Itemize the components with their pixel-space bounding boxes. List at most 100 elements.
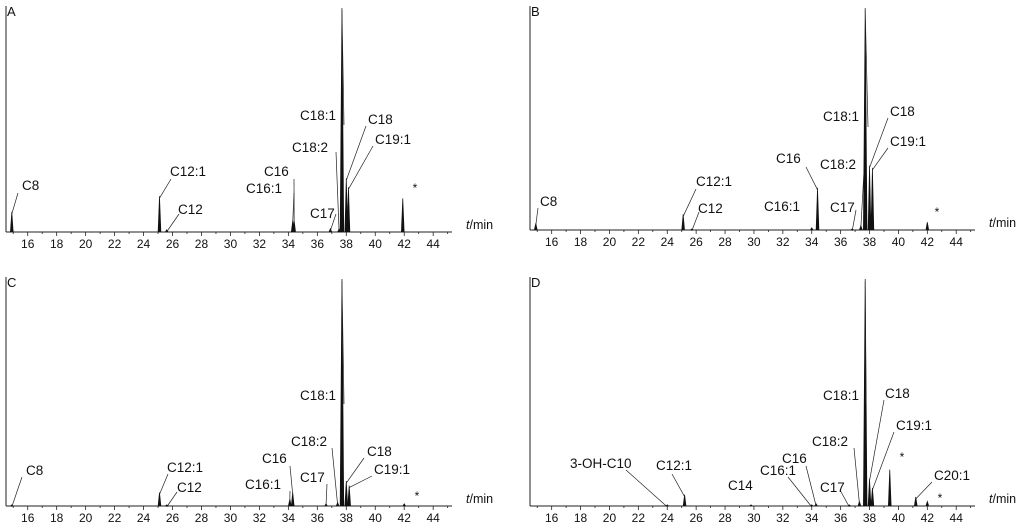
- x-tick-label: 42: [398, 511, 412, 525]
- peak-label: C18:1: [823, 388, 859, 403]
- peak-leader-line: [626, 470, 667, 507]
- x-tick-label: 26: [689, 511, 703, 525]
- peak-label: C19:1: [890, 134, 926, 149]
- x-tick-label: 42: [398, 237, 412, 251]
- peak-label: C8: [22, 178, 39, 193]
- x-tick-label: 18: [574, 235, 588, 249]
- peak-label: C18: [890, 104, 915, 119]
- panel-letter: D: [531, 275, 540, 290]
- x-tick-label: 38: [863, 511, 877, 525]
- x-tick-label: 32: [253, 511, 267, 525]
- peak-label: C18:2: [812, 434, 848, 449]
- peak-label: C12:1: [696, 174, 732, 189]
- panel-letter: C: [7, 275, 16, 290]
- x-tick-label: 40: [369, 237, 383, 251]
- peak-leader-line: [346, 126, 366, 180]
- chromatogram-peak: [10, 212, 13, 232]
- x-axis-unit-label: t/min: [989, 492, 1016, 506]
- peak-label: C12:1: [656, 458, 692, 473]
- peak-leader-line: [872, 432, 894, 490]
- peak-asterisk-marker: *: [900, 450, 905, 464]
- chromatogram-peak: [926, 222, 929, 230]
- chromatogram-peak: [810, 228, 813, 230]
- chromatogram-peak: [863, 8, 867, 230]
- x-tick-label: 30: [224, 237, 238, 251]
- x-tick-label: 34: [282, 511, 296, 525]
- peak-asterisk-marker: *: [415, 489, 420, 503]
- peak-label: C12: [178, 202, 203, 217]
- x-tick-label: 30: [747, 511, 761, 525]
- peak-label: C12: [698, 201, 723, 216]
- x-tick-label: 34: [805, 235, 819, 249]
- peak-label: C16:1: [246, 181, 282, 196]
- chromatogram-peak: [340, 8, 344, 232]
- x-tick-label: 18: [50, 237, 64, 251]
- peak-label: C8: [26, 463, 43, 478]
- x-tick-label: 20: [603, 511, 617, 525]
- peak-label: C8: [540, 194, 557, 209]
- peak-label: C18:1: [300, 388, 336, 403]
- peak-label: C18: [368, 112, 393, 127]
- x-tick-label: 20: [79, 237, 93, 251]
- x-axis-unit-label: t/min: [466, 492, 493, 506]
- peak-leader-line: [806, 466, 816, 506]
- peak-leader-line: [536, 208, 538, 225]
- peak-label: C16: [262, 451, 287, 466]
- peak-label: C17: [310, 206, 335, 221]
- x-tick-label: 44: [426, 511, 440, 525]
- peak-label: C16:1: [764, 199, 800, 214]
- chromatogram-peak: [888, 470, 891, 506]
- chromatogram-peak: [750, 505, 753, 506]
- peak-label: C12:1: [167, 460, 203, 475]
- peak-label: C16:1: [245, 477, 281, 492]
- chromatogram-peak: [868, 479, 871, 506]
- peak-leader-line: [870, 118, 888, 168]
- x-tick-label: 22: [108, 511, 122, 525]
- x-tick-label: 34: [282, 237, 296, 251]
- x-tick-label: 30: [224, 511, 238, 525]
- x-tick-label: 28: [718, 235, 732, 249]
- peak-label: C18:2: [292, 140, 328, 155]
- x-tick-label: 32: [776, 235, 790, 249]
- x-tick-label: 26: [166, 237, 180, 251]
- peak-leader-line: [12, 477, 22, 507]
- peak-leader-line: [348, 146, 373, 189]
- x-tick-label: 38: [863, 235, 877, 249]
- peak-leader-line: [159, 474, 168, 494]
- x-tick-label: 40: [892, 511, 906, 525]
- x-tick-label: 32: [253, 237, 267, 251]
- peak-label: 3-OH-C10: [570, 456, 632, 471]
- peak-label: C18:1: [300, 108, 336, 123]
- x-tick-label: 16: [21, 237, 35, 251]
- x-tick-label: 40: [892, 235, 906, 249]
- x-tick-label: 24: [137, 237, 151, 251]
- chromatogram-peak: [340, 279, 344, 506]
- x-tick-label: 28: [195, 511, 209, 525]
- chromatogram-peak: [345, 481, 348, 506]
- peak-leader-line: [167, 492, 177, 507]
- peak-label: C18:2: [820, 157, 856, 172]
- peak-label: C19:1: [896, 418, 932, 433]
- x-tick-label: 26: [166, 511, 180, 525]
- x-tick-label: 22: [632, 511, 646, 525]
- peak-leader-line: [854, 448, 859, 503]
- peak-leader-line: [683, 189, 696, 216]
- peak-label: C18:2: [291, 434, 327, 449]
- x-tick-label: 36: [311, 511, 325, 525]
- peak-leader-line: [346, 458, 364, 483]
- x-tick-label: 42: [921, 235, 935, 249]
- x-tick-label: 18: [50, 511, 64, 525]
- peak-leader-line: [806, 167, 818, 190]
- x-tick-label: 30: [747, 235, 761, 249]
- chromatogram-peak: [158, 492, 161, 506]
- x-tick-label: 32: [776, 511, 790, 525]
- chromatogram-peak: [347, 187, 350, 232]
- peak-label: C18:1: [823, 109, 859, 124]
- x-tick-label: 28: [718, 511, 732, 525]
- x-tick-label: 16: [545, 511, 559, 525]
- peak-label: C19:1: [375, 132, 411, 147]
